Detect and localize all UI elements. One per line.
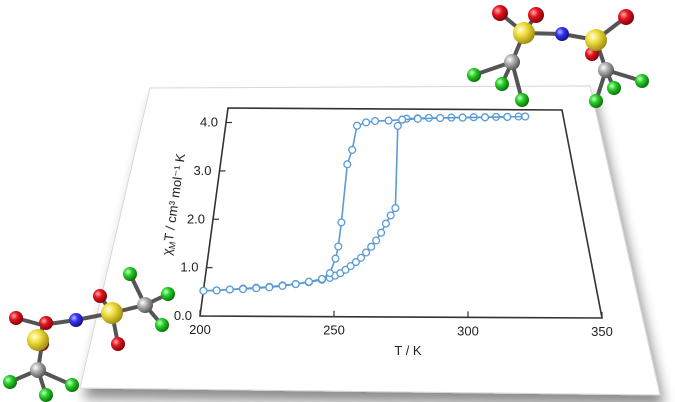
data-point — [372, 236, 381, 245]
molecule-top-right-image — [467, 5, 649, 108]
data-point — [413, 114, 422, 123]
data-point — [348, 145, 357, 154]
data-point — [343, 160, 352, 169]
data-point — [212, 286, 221, 295]
data-point — [458, 113, 467, 122]
data-point — [356, 253, 366, 262]
x-axis-label: T / K — [394, 343, 422, 358]
data-point — [334, 242, 343, 251]
y-tick-label: 4.0 — [200, 115, 218, 130]
y-tick-labels: 0.0 1.0 2.0 3.0 4.0 — [174, 115, 218, 323]
data-point — [199, 286, 208, 295]
data-point — [278, 281, 287, 290]
data-point — [371, 116, 380, 126]
data-point — [362, 248, 371, 257]
data-point — [346, 261, 355, 271]
y-tick-label: 2.0 — [187, 211, 205, 226]
y-tick-label: 3.0 — [193, 163, 211, 178]
x-tick-label: 200 — [189, 322, 211, 337]
y-axis-label-chi: χ — [159, 247, 175, 256]
y-tick-label: 1.0 — [180, 260, 198, 275]
data-point — [331, 254, 340, 263]
y-axis-label-subscript: M — [167, 241, 178, 250]
data-point — [381, 219, 390, 228]
data-point — [384, 116, 393, 125]
data-point — [503, 112, 512, 121]
data-point — [265, 283, 274, 292]
tick-marks — [199, 121, 603, 318]
data-point — [317, 274, 327, 283]
data-point — [391, 204, 400, 213]
data-point — [291, 280, 300, 289]
data-point — [393, 121, 402, 130]
molecule-bottom-left-image — [3, 267, 175, 402]
data-point — [351, 258, 360, 267]
data-point — [521, 112, 530, 121]
data-point — [377, 228, 386, 237]
data-point — [325, 269, 334, 278]
data-point — [362, 118, 371, 127]
data-point — [238, 285, 248, 294]
data-point — [337, 218, 346, 227]
y-tick-label: 0.0 — [174, 308, 192, 323]
x-tick-label: 250 — [323, 323, 345, 338]
data-point — [225, 285, 234, 294]
x-tick-label: 350 — [591, 324, 613, 339]
data-point — [252, 284, 261, 293]
data-series-layer — [199, 112, 530, 295]
data-point — [398, 115, 407, 124]
data-point — [480, 113, 490, 122]
data-point — [386, 211, 395, 220]
data-point — [304, 277, 313, 286]
data-point — [367, 242, 376, 251]
x-tick-labels: 200 250 300 350 — [189, 322, 613, 339]
data-point — [341, 265, 350, 274]
x-tick-label: 300 — [457, 323, 479, 338]
data-point — [436, 113, 445, 123]
data-point — [352, 121, 362, 130]
